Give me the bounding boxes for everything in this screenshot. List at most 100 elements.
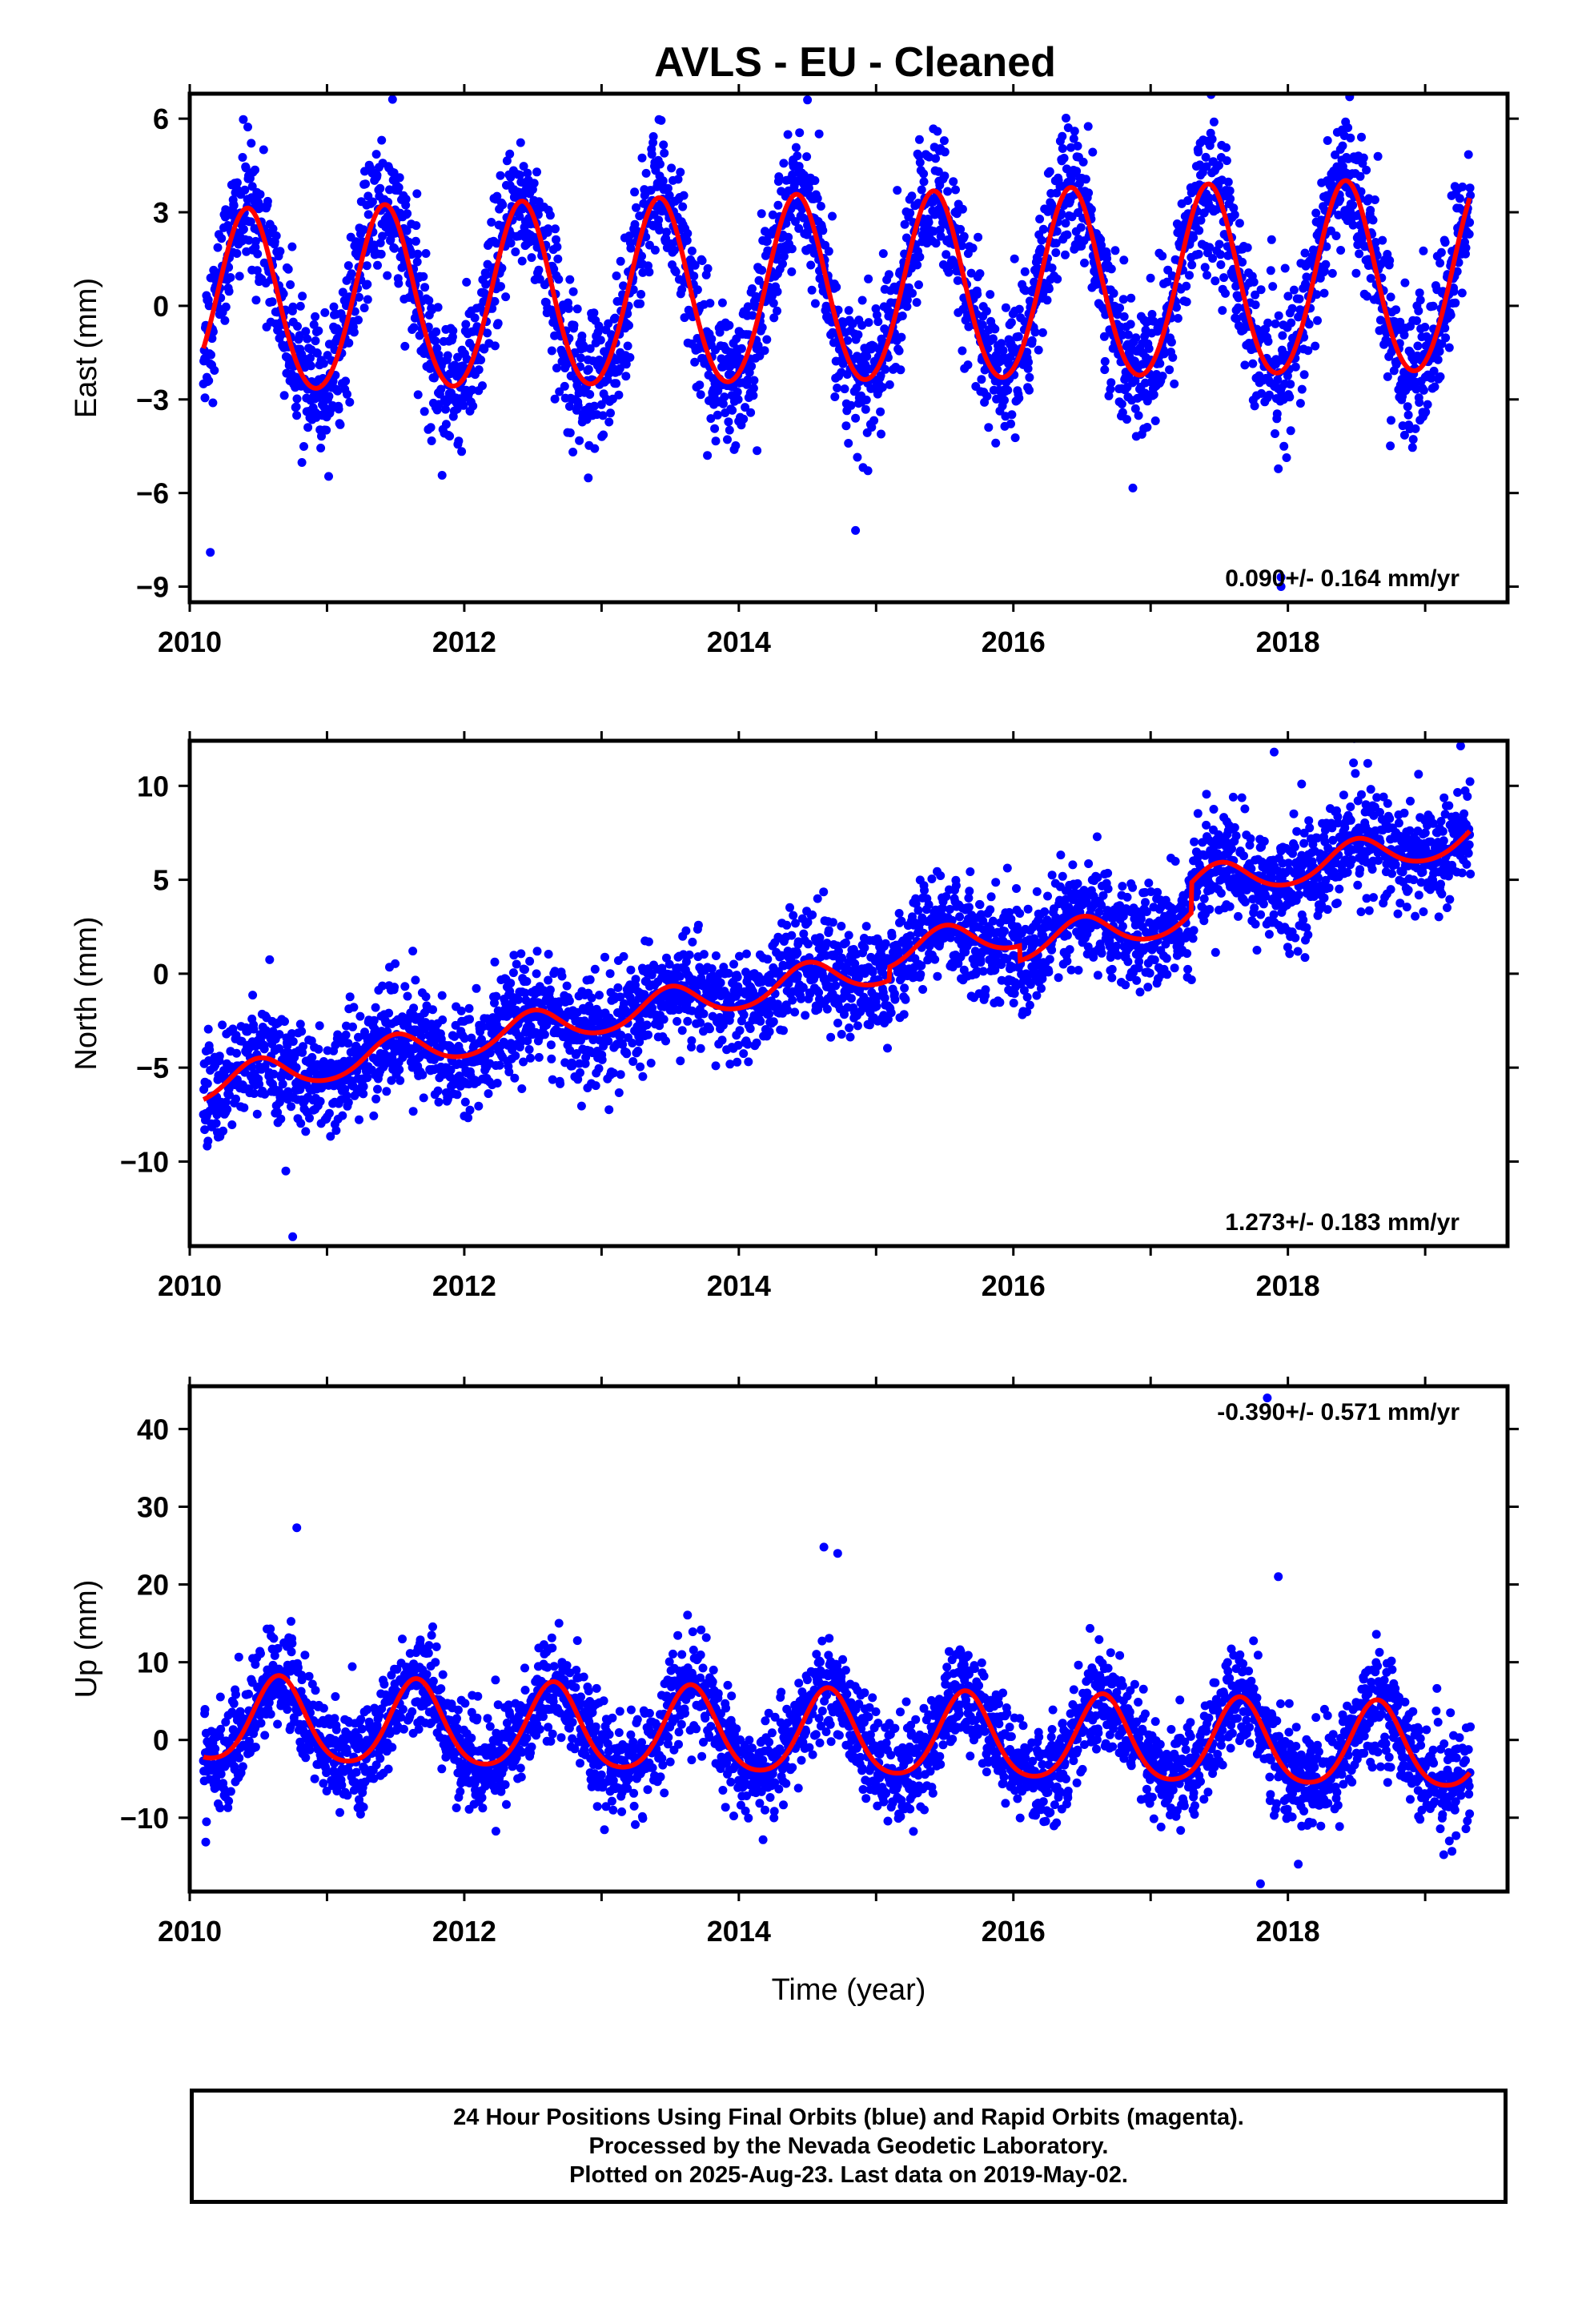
data-point <box>990 324 1000 334</box>
data-point <box>1282 453 1291 462</box>
data-point <box>1400 278 1410 287</box>
data-point <box>914 280 923 290</box>
data-point <box>591 1081 600 1091</box>
data-point <box>893 186 902 195</box>
data-point <box>794 223 804 233</box>
data-point <box>1146 273 1155 283</box>
data-point <box>793 151 802 161</box>
data-point <box>235 271 244 281</box>
data-point <box>255 190 265 199</box>
data-point <box>232 178 242 187</box>
data-point <box>1211 205 1221 215</box>
data-point <box>974 232 983 242</box>
data-point <box>1194 147 1203 157</box>
data-point <box>555 387 564 396</box>
data-point <box>982 392 992 401</box>
data-point <box>200 393 210 403</box>
data-point <box>676 1056 685 1066</box>
data-point <box>333 1030 343 1039</box>
data-point <box>424 296 434 305</box>
data-point <box>824 247 833 256</box>
data-point <box>1351 268 1361 278</box>
data-point <box>564 402 574 411</box>
data-point <box>683 1016 693 1026</box>
data-point <box>382 1087 391 1096</box>
data-point <box>1070 127 1079 136</box>
data-point <box>348 1081 358 1091</box>
data-point <box>707 334 717 344</box>
data-point <box>861 922 871 931</box>
data-point <box>1238 257 1247 267</box>
data-point <box>515 211 524 221</box>
data-point <box>1150 416 1160 425</box>
data-point <box>711 1061 721 1071</box>
data-point <box>725 1010 735 1019</box>
data-point <box>785 903 794 912</box>
data-point <box>851 413 861 423</box>
data-point <box>283 264 293 274</box>
data-point <box>1052 227 1062 236</box>
data-point <box>400 982 410 991</box>
data-point <box>1378 235 1387 245</box>
data-point <box>287 242 297 251</box>
data-point <box>641 168 651 178</box>
data-point <box>813 894 822 903</box>
data-point <box>696 390 705 400</box>
data-point <box>568 448 578 456</box>
data-point <box>747 361 757 371</box>
data-point <box>456 1006 466 1015</box>
data-point <box>363 1073 372 1083</box>
data-point <box>239 1103 249 1112</box>
data-point <box>518 204 528 214</box>
data-point <box>883 352 893 362</box>
data-point <box>1100 365 1110 375</box>
data-point <box>306 353 315 363</box>
data-point <box>1268 282 1278 292</box>
data-point <box>878 249 888 259</box>
data-point <box>1170 379 1179 388</box>
data-point <box>575 436 584 445</box>
data-point <box>665 191 674 200</box>
data-point <box>915 252 925 262</box>
data-point <box>492 1079 502 1088</box>
data-point <box>1036 247 1046 257</box>
data-point <box>324 392 334 401</box>
data-point <box>689 271 699 281</box>
data-point <box>510 1073 520 1083</box>
data-point <box>345 992 355 1002</box>
data-point <box>315 1021 324 1031</box>
data-point <box>1271 429 1279 438</box>
data-point <box>1278 331 1287 340</box>
data-point <box>526 1053 535 1063</box>
data-point <box>492 239 501 248</box>
data-point <box>1104 391 1114 400</box>
data-point <box>769 1017 778 1027</box>
data-point <box>1205 243 1215 252</box>
data-point <box>1117 400 1126 408</box>
data-point <box>604 319 613 328</box>
data-point <box>1086 205 1096 215</box>
data-point <box>1006 419 1015 428</box>
data-point <box>749 391 758 400</box>
data-point <box>687 1036 697 1045</box>
data-point <box>470 313 480 323</box>
data-point <box>359 1089 368 1099</box>
data-point <box>631 975 640 984</box>
data-point <box>279 289 288 299</box>
data-point <box>508 968 518 978</box>
data-point <box>1106 384 1115 394</box>
data-point <box>733 388 742 396</box>
data-point <box>725 320 734 330</box>
data-point <box>718 399 728 408</box>
data-point <box>802 152 812 162</box>
data-point <box>1209 117 1219 127</box>
data-point <box>215 1051 224 1061</box>
data-point <box>1202 162 1211 171</box>
data-point <box>605 969 615 979</box>
data-point <box>335 420 345 429</box>
data-point <box>495 1060 504 1070</box>
data-point <box>492 191 502 201</box>
data-point <box>1010 254 1019 263</box>
data-point <box>1168 352 1178 362</box>
y-tick-label: 3 <box>153 196 169 229</box>
